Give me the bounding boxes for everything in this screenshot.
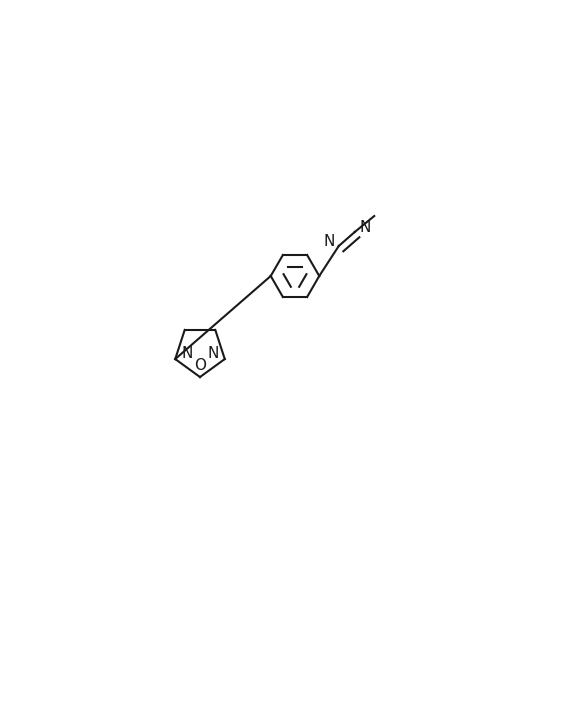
- Text: N: N: [182, 345, 193, 361]
- Text: O: O: [194, 357, 206, 373]
- Text: N: N: [207, 345, 218, 361]
- Text: N: N: [323, 234, 335, 249]
- Text: N: N: [359, 220, 371, 234]
